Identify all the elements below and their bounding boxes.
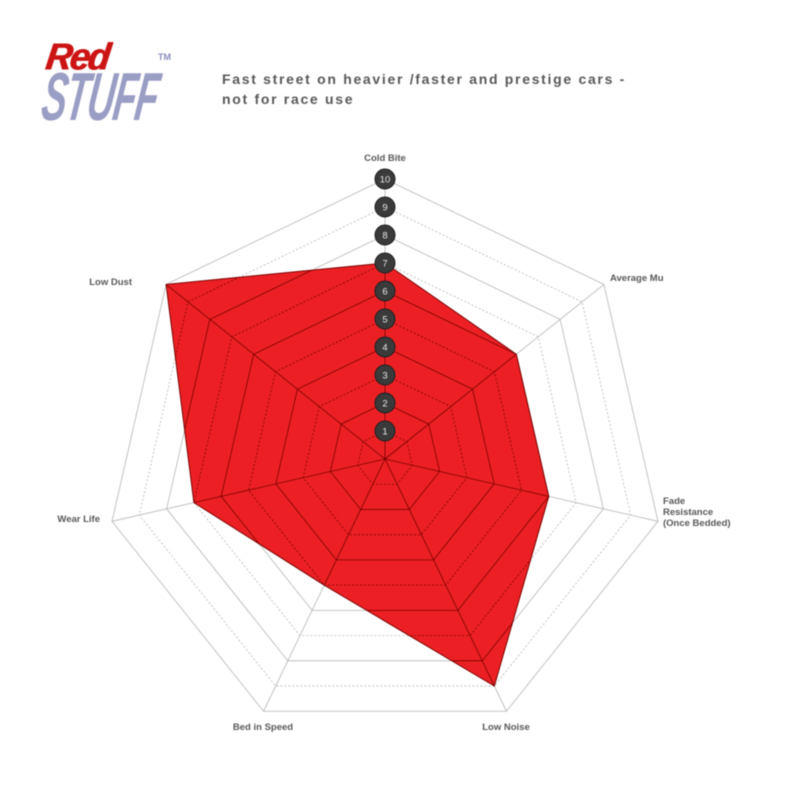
svg-text:8: 8: [382, 230, 387, 241]
svg-text:2: 2: [382, 398, 387, 409]
svg-text:1: 1: [382, 426, 387, 437]
svg-text:10: 10: [380, 174, 391, 185]
svg-text:3: 3: [382, 370, 387, 381]
svg-text:6: 6: [382, 286, 387, 297]
svg-text:9: 9: [382, 202, 387, 213]
svg-text:7: 7: [382, 258, 387, 269]
svg-text:4: 4: [382, 342, 387, 353]
svg-text:5: 5: [382, 314, 387, 325]
